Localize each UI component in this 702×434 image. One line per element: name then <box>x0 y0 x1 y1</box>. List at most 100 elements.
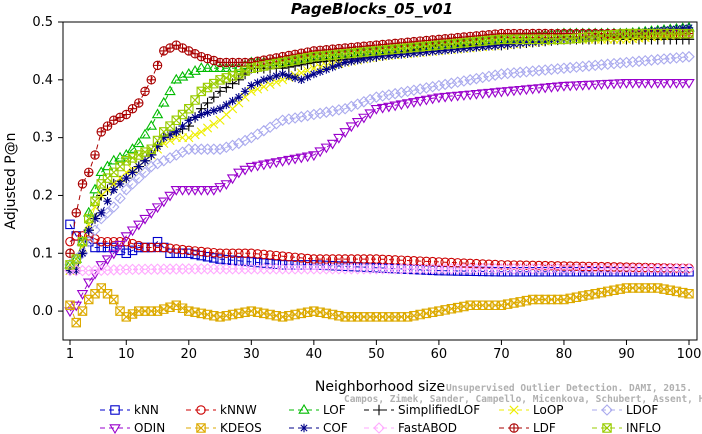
data-point <box>576 60 589 73</box>
data-point <box>65 236 75 247</box>
data-point <box>570 61 583 73</box>
data-point <box>271 250 282 261</box>
series-odin <box>64 79 695 318</box>
data-point <box>608 57 620 70</box>
data-point <box>420 95 433 106</box>
data-point <box>127 238 138 249</box>
data-point <box>190 130 200 140</box>
data-point <box>259 249 269 260</box>
legend-marker <box>602 423 612 433</box>
data-point <box>676 79 689 89</box>
data-point <box>178 121 187 131</box>
data-point <box>339 102 351 115</box>
data-point <box>145 160 158 173</box>
data-point <box>620 79 633 89</box>
legend-marker <box>109 424 121 434</box>
data-point <box>465 258 475 269</box>
data-point <box>483 88 495 99</box>
data-point <box>545 83 558 93</box>
data-point <box>90 214 100 223</box>
legend-label: COF <box>323 421 348 434</box>
data-point <box>302 253 313 264</box>
data-point <box>684 288 694 299</box>
series-line <box>69 82 689 312</box>
legend-marker <box>509 405 519 415</box>
data-point <box>534 37 544 46</box>
data-point <box>171 244 182 254</box>
data-point <box>209 119 219 129</box>
data-point <box>328 62 337 72</box>
data-point <box>177 244 188 255</box>
data-point <box>320 143 333 154</box>
data-point <box>195 62 208 72</box>
data-point <box>476 71 489 84</box>
data-point <box>152 135 163 146</box>
data-point <box>502 260 513 270</box>
data-point <box>476 89 489 100</box>
data-point <box>395 100 408 111</box>
data-point <box>503 40 512 49</box>
data-point <box>184 133 194 143</box>
series-line <box>69 33 690 271</box>
legend-label: LDOF <box>626 403 658 417</box>
data-point <box>683 50 695 63</box>
data-point <box>197 110 206 119</box>
data-point <box>127 309 138 319</box>
data-point <box>233 137 245 150</box>
data-point <box>658 79 670 89</box>
data-point <box>140 147 150 157</box>
data-point <box>172 127 181 137</box>
data-point <box>315 67 325 76</box>
data-point <box>165 243 175 253</box>
data-point <box>508 86 520 97</box>
data-point <box>314 56 326 68</box>
x-axis-label: Neighborhood size <box>315 379 445 395</box>
data-point <box>196 127 206 137</box>
series-fastabod <box>64 263 695 277</box>
y-tick-label: 0.2 <box>32 188 53 203</box>
data-point <box>258 124 270 137</box>
legend-marker <box>196 423 206 433</box>
data-point <box>508 67 520 79</box>
data-point <box>489 88 501 99</box>
data-point <box>415 48 425 57</box>
data-point <box>151 203 164 214</box>
legend: kNN kNNW LOF SimplifiedLOF LoOP LDOF ODIN KDEOS… <box>100 403 661 434</box>
data-point <box>101 160 114 171</box>
data-point <box>71 317 82 328</box>
data-point <box>140 156 150 165</box>
data-point <box>259 75 269 85</box>
data-point <box>345 122 358 133</box>
data-point <box>451 91 464 102</box>
data-point <box>478 42 487 52</box>
data-point <box>215 104 225 113</box>
data-point <box>664 52 677 65</box>
data-point <box>408 98 420 108</box>
data-point <box>203 108 212 117</box>
plot-frame <box>62 21 698 341</box>
data-point <box>265 73 275 83</box>
data-point <box>664 79 677 89</box>
data-point <box>440 257 450 267</box>
data-point <box>146 75 157 85</box>
data-point <box>351 98 364 110</box>
data-point <box>128 168 137 177</box>
data-point <box>95 166 108 177</box>
data-point <box>159 242 169 253</box>
data-point <box>140 86 150 97</box>
data-point <box>547 36 556 45</box>
data-point <box>270 158 283 169</box>
series-simplifiedlof <box>64 34 695 276</box>
data-point <box>71 231 82 241</box>
data-point <box>440 46 450 55</box>
legend-marker <box>298 403 310 414</box>
data-point <box>183 185 195 196</box>
x-tick-label: 1 <box>66 347 74 362</box>
data-point <box>89 183 101 194</box>
data-point <box>152 60 163 71</box>
data-point <box>464 90 476 101</box>
data-point <box>670 52 683 64</box>
data-point <box>334 60 344 69</box>
data-point <box>601 58 614 70</box>
x-tick-label: 40 <box>306 347 323 362</box>
